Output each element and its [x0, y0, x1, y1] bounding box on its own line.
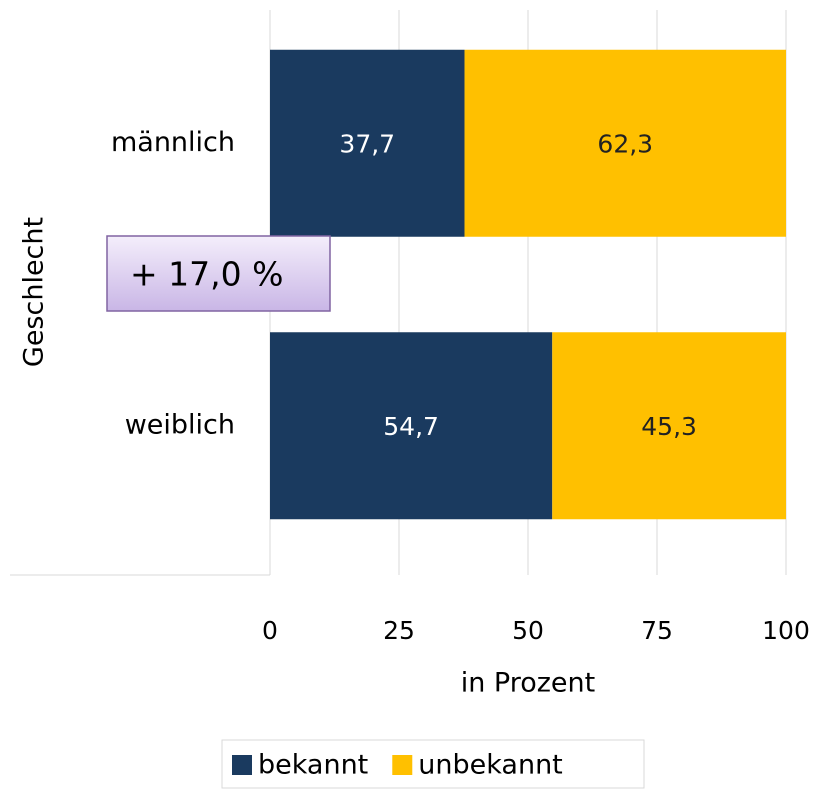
y-tick-label: männlich — [111, 127, 235, 158]
legend-box — [221, 739, 645, 789]
bar-segment — [552, 332, 786, 520]
legend-swatch — [232, 755, 252, 775]
bar-segment — [464, 49, 786, 237]
y-axis-label: Geschlecht — [19, 217, 50, 367]
legend-label: unbekannt — [418, 750, 563, 781]
data-label: 62,3 — [597, 129, 653, 158]
x-tick-label: 0 — [262, 616, 278, 645]
data-label: 45,3 — [641, 412, 697, 441]
data-label: 37,7 — [339, 129, 395, 158]
bar-segment — [270, 332, 553, 520]
y-tick-label: weiblich — [125, 409, 235, 440]
x-tick-label: 50 — [512, 616, 544, 645]
data-label: 54,7 — [383, 412, 439, 441]
x-axis-label: in Prozent — [461, 668, 596, 699]
legend-label: bekannt — [258, 750, 368, 781]
legend-swatch — [392, 755, 413, 775]
x-tick-label: 25 — [383, 616, 415, 645]
x-tick-label: 100 — [762, 616, 810, 645]
annotation-box — [106, 235, 331, 312]
x-tick-label: 75 — [641, 616, 673, 645]
annotation: + 17,0 % — [130, 255, 283, 294]
bar-segment — [270, 49, 465, 237]
